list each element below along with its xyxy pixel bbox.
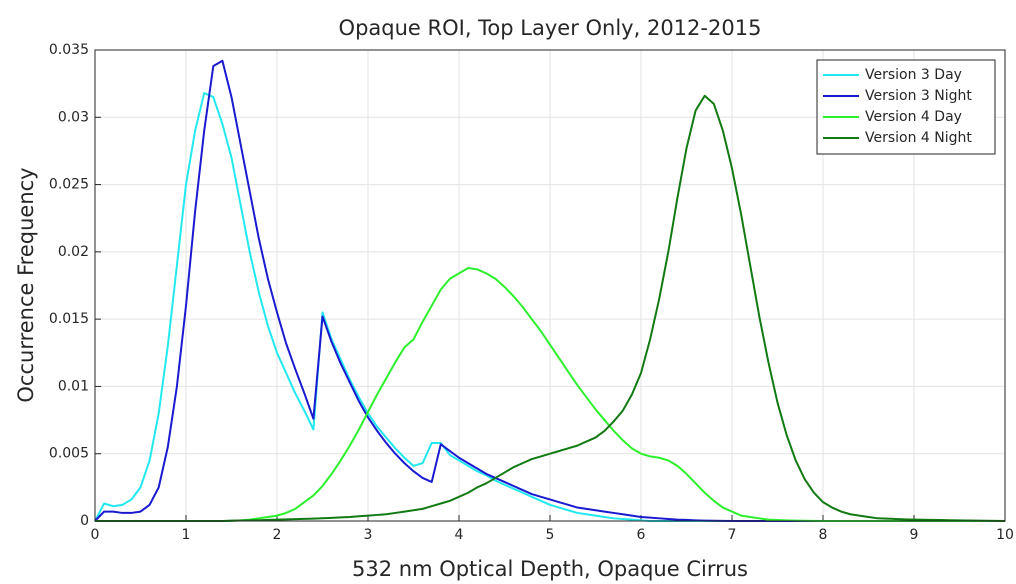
legend-label: Version 3 Day — [865, 67, 962, 83]
y-tick-label: 0.01 — [58, 378, 89, 394]
y-tick-label: 0.005 — [49, 446, 89, 462]
x-tick-label: 4 — [455, 527, 464, 543]
x-tick-label: 10 — [996, 527, 1014, 543]
y-tick-label: 0.025 — [49, 177, 89, 193]
y-axis-label: Occurrence Frequency — [14, 167, 38, 402]
x-tick-label: 7 — [728, 527, 737, 543]
x-axis-label: 532 nm Optical Depth, Opaque Cirrus — [352, 557, 748, 581]
x-tick-label: 0 — [91, 527, 100, 543]
series-line — [95, 94, 1006, 522]
y-tick-label: 0.03 — [58, 109, 89, 125]
y-tick-label: 0 — [80, 513, 89, 529]
chart-title: Opaque ROI, Top Layer Only, 2012-2015 — [339, 16, 762, 40]
legend-label: Version 4 Night — [865, 130, 972, 146]
x-tick-label: 9 — [910, 527, 919, 543]
x-tick-label: 8 — [819, 527, 828, 543]
y-tick-label: 0.02 — [58, 244, 89, 260]
x-tick-label: 3 — [364, 527, 373, 543]
legend-label: Version 3 Night — [865, 88, 972, 104]
x-tick-label: 1 — [182, 527, 191, 543]
plot-frame — [94, 49, 1006, 522]
y-tick-label: 0.035 — [49, 42, 89, 58]
x-tick-label: 6 — [637, 527, 646, 543]
x-tick-label: 2 — [273, 527, 282, 543]
y-tick-label: 0.015 — [49, 311, 89, 327]
x-tick-label: 5 — [546, 527, 555, 543]
legend-label: Version 4 Day — [865, 109, 962, 125]
